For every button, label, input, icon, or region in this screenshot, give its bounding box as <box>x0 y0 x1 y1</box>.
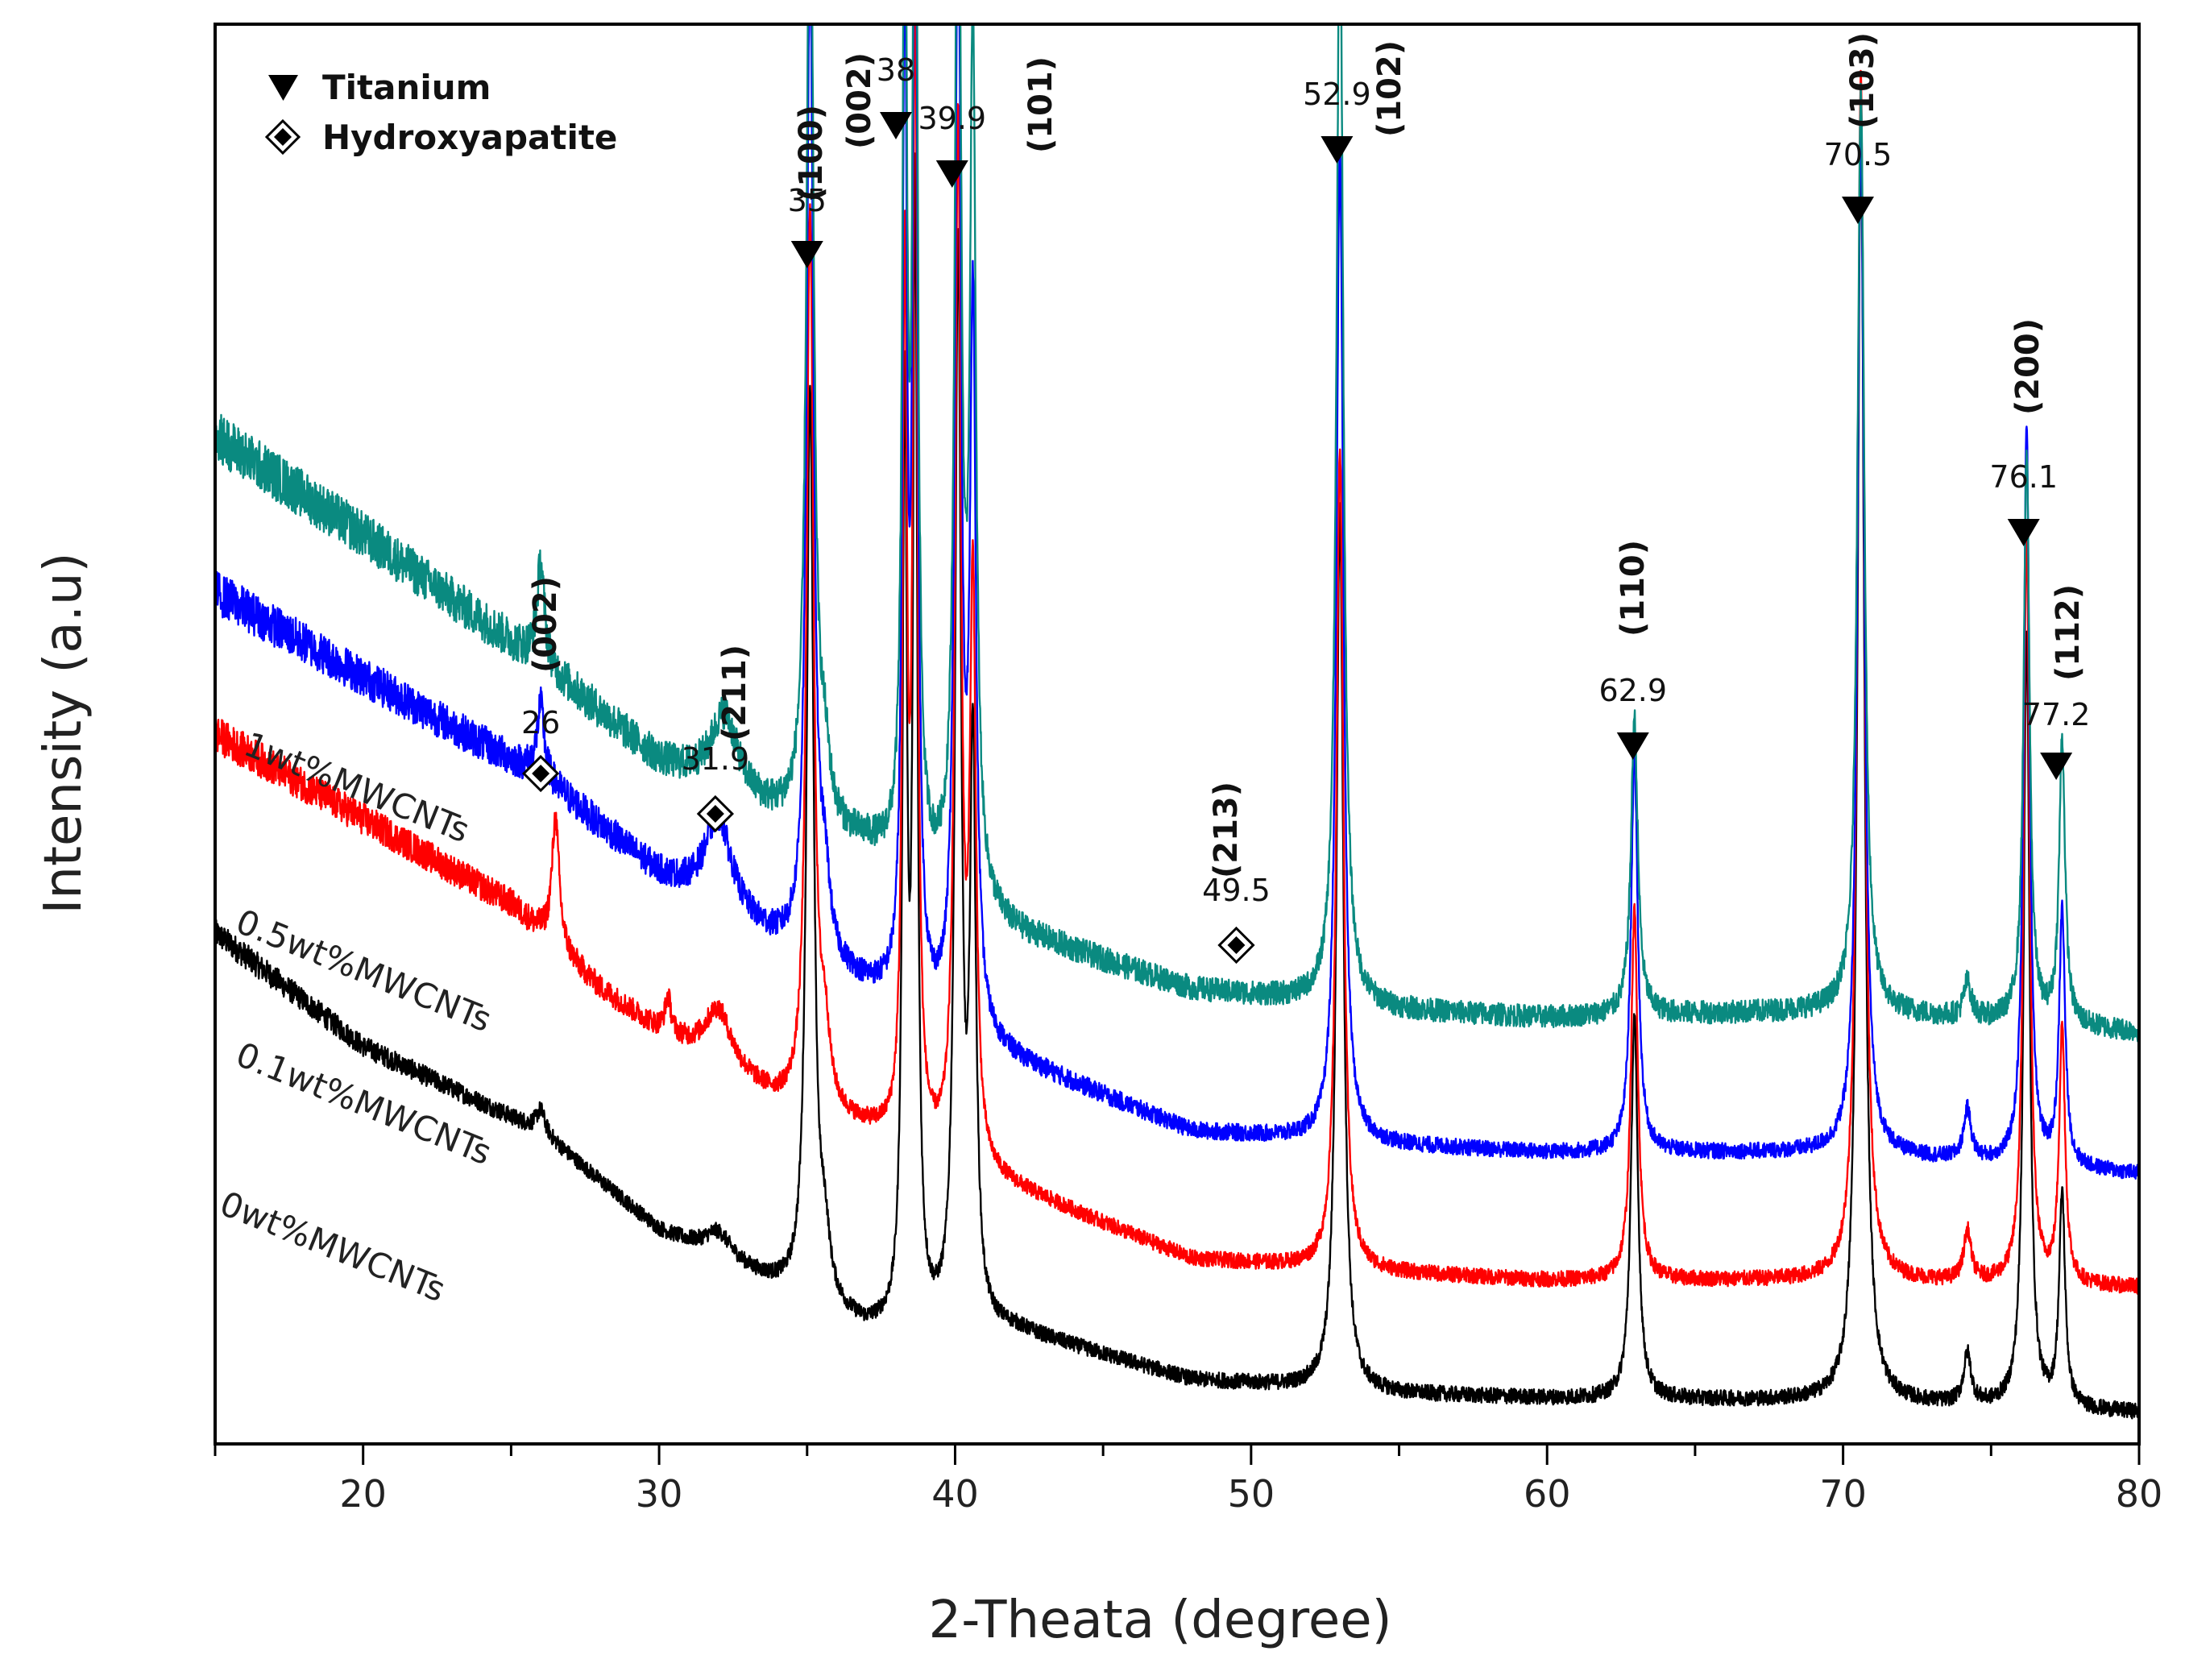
legend-titanium-marker <box>268 75 298 101</box>
miller-index-label: (002) <box>527 576 564 673</box>
miller-index-label: (110) <box>1615 540 1652 637</box>
x-tick-label: 30 <box>636 1472 683 1516</box>
titanium-peak-marker <box>790 241 823 268</box>
peak-position-label: 77.2 <box>2022 697 2091 732</box>
x-tick-label: 20 <box>339 1472 387 1516</box>
series-line-0-1wt-mwcnts <box>215 24 2139 1295</box>
legend-titanium-label: Titanium <box>322 68 491 107</box>
series-line-1wt-mwcnts <box>215 24 2139 1043</box>
peak-position-label: 49.5 <box>1202 873 1271 908</box>
x-tick-label: 40 <box>931 1472 979 1516</box>
titanium-peak-marker <box>879 112 912 139</box>
series-layer <box>215 24 2139 1420</box>
titanium-peak-marker <box>1616 732 1649 760</box>
peak-position-label: 62.9 <box>1598 673 1667 708</box>
peak-position-label: 38 <box>877 52 915 88</box>
peak-position-label: 70.5 <box>1824 137 1893 172</box>
peak-position-label: 76.1 <box>1989 459 2058 495</box>
miller-index-label: (101) <box>1022 56 1059 153</box>
x-tick-label: 60 <box>1524 1472 1571 1516</box>
hydroxyapatite-peak-marker-core <box>1227 936 1246 954</box>
miller-index-label: (002) <box>841 52 878 149</box>
hydroxyapatite-peak-marker-core <box>532 765 550 782</box>
x-tick-label: 70 <box>1819 1472 1867 1516</box>
annotation-layer: 26(002)31.9(211)35(100)38(002) 39.9 (101)4… <box>521 32 2091 964</box>
titanium-peak-marker <box>2007 519 2040 546</box>
peak-position-label: 31.9 <box>682 741 750 777</box>
miller-index-label: (213) <box>1208 782 1245 878</box>
peak-position-label: 52.9 <box>1303 77 1371 112</box>
y-axis-title: Intensity (a.u) <box>34 553 93 915</box>
peak-position-label: 26 <box>521 705 560 740</box>
legend-hydroxyapatite-label: Hydroxyapatite <box>322 118 617 157</box>
titanium-peak-marker <box>2040 753 2073 780</box>
peak-position-label: 35 <box>788 183 827 218</box>
legend: Titanium Hydroxyapatite <box>264 68 617 157</box>
x-tick-label: 80 <box>2116 1472 2163 1516</box>
miller-index-label: (100) <box>793 105 830 201</box>
peak-position-label: 39.9 <box>918 101 986 136</box>
legend-hydroxyapatite-marker <box>264 118 301 156</box>
x-tick-label: 50 <box>1228 1472 1275 1516</box>
hydroxyapatite-peak-marker-core <box>706 805 724 823</box>
titanium-peak-marker <box>1321 136 1354 164</box>
miller-index-label: (102) <box>1371 40 1408 137</box>
titanium-peak-marker <box>1841 197 1874 224</box>
x-axis-title: 2-Theata (degree) <box>928 1591 1391 1650</box>
series-line-0-5wt-mwcnts <box>215 24 2139 1180</box>
miller-index-label: (103) <box>1844 32 1881 129</box>
miller-index-label: (211) <box>716 645 753 741</box>
x-axis: 20 30 40 50 60 70 80 <box>214 1444 2163 1516</box>
titanium-peak-marker <box>935 160 968 188</box>
series-line-0wt-mwcnts <box>215 120 2139 1420</box>
plot-frame <box>214 23 2141 1446</box>
miller-index-label: (112) <box>2050 584 2087 681</box>
miller-index-label: (200) <box>2009 318 2046 415</box>
